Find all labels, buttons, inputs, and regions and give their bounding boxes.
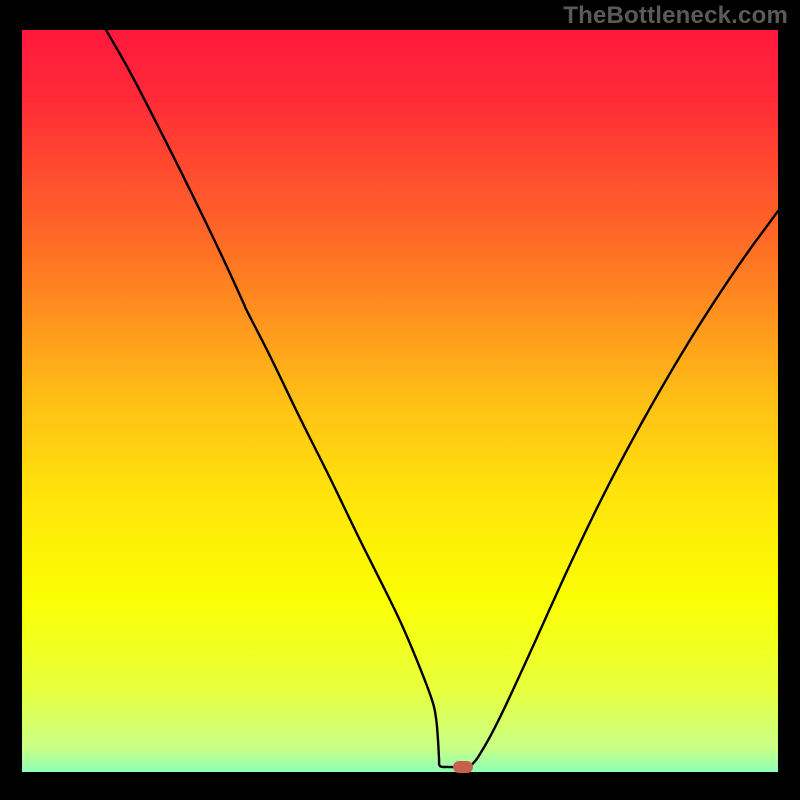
plot-area xyxy=(0,0,800,800)
bottleneck-chart-svg xyxy=(0,0,800,800)
minimum-marker xyxy=(453,761,473,773)
chart-frame: TheBottleneck.com xyxy=(0,0,800,800)
border-bottom xyxy=(0,772,800,800)
border-left xyxy=(0,0,22,800)
watermark-text: TheBottleneck.com xyxy=(563,2,788,30)
border-right xyxy=(778,0,800,800)
background-gradient-rect xyxy=(0,0,800,800)
